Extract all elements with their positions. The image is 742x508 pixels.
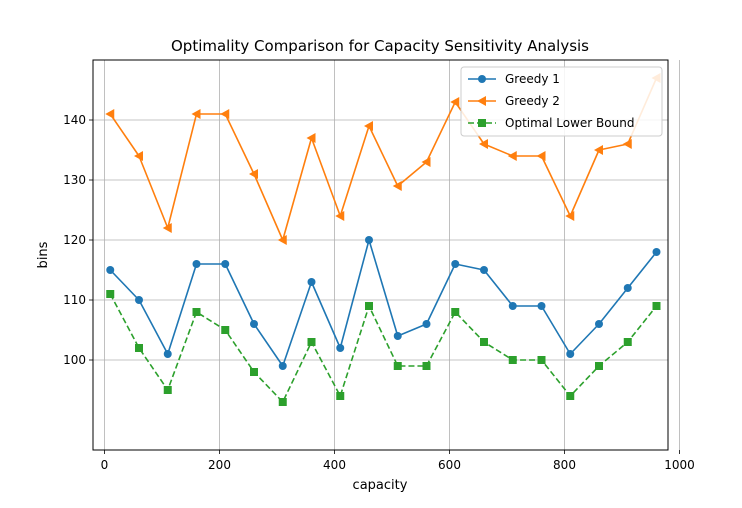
data-point — [365, 302, 373, 310]
data-point — [221, 326, 230, 334]
x-tick-label: 400 — [323, 458, 346, 472]
data-point — [135, 344, 143, 352]
data-point — [307, 338, 316, 346]
legend-swatch-marker — [477, 96, 486, 106]
data-point — [393, 362, 402, 370]
series-layer — [105, 73, 661, 406]
series-3 — [106, 290, 661, 406]
chart-title: Optimality Comparison for Capacity Sensi… — [171, 37, 589, 55]
data-point — [249, 169, 258, 179]
data-point — [135, 296, 143, 304]
y-tick-label: 130 — [63, 173, 86, 187]
x-tick-label: 1000 — [664, 458, 695, 472]
data-point — [220, 109, 230, 119]
data-point — [306, 133, 316, 143]
data-point — [422, 320, 431, 328]
data-point — [392, 181, 402, 191]
data-point — [595, 362, 603, 370]
data-point — [192, 308, 201, 316]
data-point — [566, 350, 575, 358]
series-line — [109, 293, 658, 403]
x-tick-label: 600 — [438, 458, 461, 472]
data-point — [336, 392, 345, 400]
legend-entry: Optimal Lower Bound — [468, 116, 634, 130]
x-tick-label: 200 — [208, 458, 231, 472]
data-point — [221, 260, 230, 268]
legend-label: Greedy 1 — [505, 72, 560, 86]
y-tick-label: 120 — [63, 233, 86, 247]
axis-ticks: 0 200 400 600 800 1000 100 110 120 130 140 — [63, 113, 695, 472]
legend-swatch-marker — [478, 75, 486, 83]
data-point — [192, 260, 201, 268]
data-point — [565, 211, 575, 221]
series-2 — [105, 73, 661, 245]
data-point — [191, 109, 201, 119]
data-point — [163, 386, 172, 394]
legend-swatch-marker — [478, 119, 486, 127]
data-point — [336, 344, 345, 352]
data-point — [163, 350, 172, 358]
data-point — [106, 290, 115, 298]
data-point — [479, 139, 488, 149]
data-point — [508, 356, 517, 364]
data-point — [480, 266, 488, 274]
data-point — [106, 266, 115, 274]
data-point — [537, 302, 546, 310]
data-point — [652, 248, 661, 256]
data-point — [652, 302, 661, 310]
y-tick-label: 140 — [63, 113, 86, 127]
data-point — [335, 211, 345, 221]
legend-entry: Greedy 1 — [468, 72, 560, 86]
data-point — [364, 121, 373, 131]
data-point — [422, 362, 431, 370]
y-axis-label: bins — [36, 241, 51, 268]
series-1 — [106, 236, 661, 370]
data-point — [566, 392, 575, 400]
data-point — [508, 302, 517, 310]
data-point — [393, 332, 402, 340]
data-point — [595, 320, 603, 328]
data-point — [250, 368, 258, 376]
data-point — [507, 151, 517, 161]
data-point — [451, 308, 460, 316]
data-point — [250, 320, 258, 328]
x-axis-label: capacity — [353, 478, 408, 493]
legend-label: Optimal Lower Bound — [505, 116, 634, 130]
legend-box — [460, 66, 663, 137]
data-point — [536, 151, 546, 161]
data-point — [451, 260, 460, 268]
series-line — [109, 77, 658, 241]
legend: Greedy 1 Greedy 2 Optimal Lower Bound — [460, 66, 663, 137]
x-tick-label: 800 — [553, 458, 576, 472]
data-point — [105, 109, 115, 119]
x-tick-label: 0 — [101, 458, 109, 472]
data-point — [365, 236, 373, 244]
data-point — [480, 338, 488, 346]
y-tick-label: 100 — [63, 353, 86, 367]
data-point — [537, 356, 546, 364]
data-point — [421, 157, 431, 167]
data-point — [278, 362, 287, 370]
data-point — [623, 284, 632, 292]
data-point — [162, 223, 172, 233]
data-point — [594, 145, 603, 155]
data-point — [450, 97, 460, 107]
data-point — [307, 278, 316, 286]
plot-frame — [92, 59, 669, 451]
legend-label: Greedy 2 — [505, 94, 560, 108]
data-point — [277, 235, 287, 245]
data-point — [622, 139, 632, 149]
y-tick-label: 110 — [63, 293, 86, 307]
data-point — [623, 338, 632, 346]
data-point — [134, 151, 143, 161]
data-point — [278, 398, 287, 406]
legend-entry: Greedy 2 — [468, 94, 560, 108]
series-line — [109, 239, 658, 367]
